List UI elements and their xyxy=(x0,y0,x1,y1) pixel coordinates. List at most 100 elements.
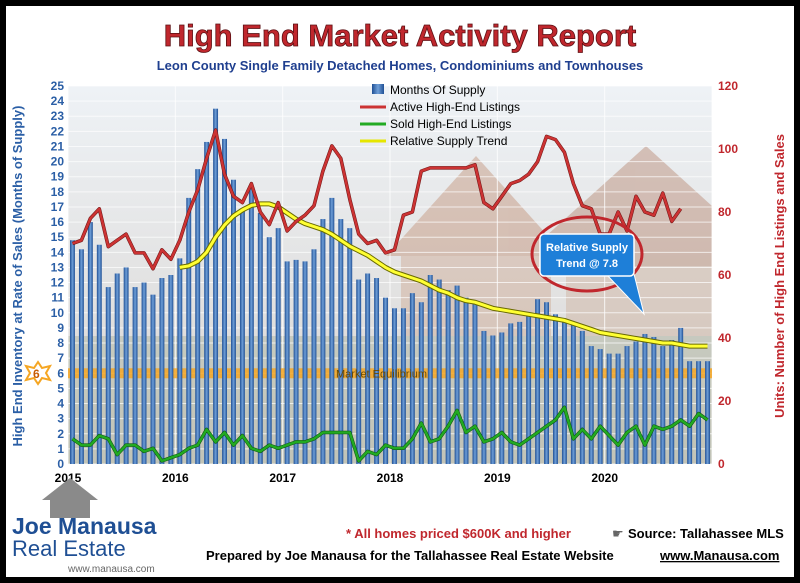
bar-months-of-supply xyxy=(186,197,192,464)
left-tick-label: 21 xyxy=(51,139,65,153)
left-tick-label: 12 xyxy=(51,276,65,290)
right-tick-label: 0 xyxy=(718,457,725,471)
bar-months-of-supply xyxy=(570,324,576,464)
bar-months-of-supply xyxy=(660,346,666,464)
left-tick-label: 15 xyxy=(51,230,65,244)
bar-months-of-supply xyxy=(123,267,129,464)
footer-note: * All homes priced $600K and higher xyxy=(346,526,571,541)
x-tick-label: 2019 xyxy=(484,471,511,485)
equilibrium-band xyxy=(68,368,712,379)
bar-months-of-supply xyxy=(132,287,138,464)
bar-months-of-supply xyxy=(329,197,335,464)
bar-months-of-supply xyxy=(293,259,299,464)
equilibrium-marker: 6 xyxy=(23,360,53,386)
bar-months-of-supply xyxy=(606,353,612,464)
left-tick-label: 22 xyxy=(51,124,65,138)
bar-months-of-supply xyxy=(374,278,380,464)
bar-months-of-supply xyxy=(561,321,567,464)
bar-months-of-supply xyxy=(553,314,558,464)
bar-months-of-supply xyxy=(284,261,290,464)
left-tick-label: 11 xyxy=(51,291,64,305)
bar-months-of-supply xyxy=(105,287,111,464)
bar-months-of-supply xyxy=(204,141,210,464)
bar-months-of-supply xyxy=(222,138,227,465)
bar-months-of-supply xyxy=(311,249,317,464)
bar-months-of-supply xyxy=(177,258,183,464)
bar-months-of-supply xyxy=(615,353,621,464)
bar-months-of-supply xyxy=(472,300,478,464)
left-tick-label: 3 xyxy=(57,412,64,426)
y-axis-left-label: High End Inventory at Rate of Sales (Mon… xyxy=(10,106,25,447)
annotation-line2: Trend @ 7.8 xyxy=(556,258,618,270)
bar-months-of-supply xyxy=(633,341,639,464)
hand-icon: ☛ xyxy=(612,527,624,542)
legend-swatch-supply xyxy=(372,84,384,94)
line-sold-listings xyxy=(71,406,709,463)
lines-group xyxy=(71,128,709,463)
right-axis: 0 20 40 60 80 100 120 xyxy=(718,79,738,471)
left-tick-label: 18 xyxy=(51,185,65,199)
annotation-line1: Relative Supply xyxy=(546,242,629,254)
bar-months-of-supply xyxy=(392,308,397,464)
bar-months-of-supply xyxy=(78,249,84,464)
annotation-box xyxy=(539,233,635,277)
bar-months-of-supply xyxy=(588,346,594,464)
trend-annotation: Relative Supply Trend @ 7.8 xyxy=(530,215,645,316)
bar-months-of-supply xyxy=(678,327,684,464)
bars-group xyxy=(70,108,710,465)
logo-house-body xyxy=(50,500,90,518)
bar-months-of-supply xyxy=(642,333,648,464)
bar-months-of-supply xyxy=(535,299,541,464)
left-tick-label: 16 xyxy=(51,215,65,229)
chart-svg: Market Equilibrium 012345678910111213141… xyxy=(10,18,787,575)
bar-months-of-supply xyxy=(213,108,219,465)
x-tick-label: 2020 xyxy=(591,471,618,485)
bar-months-of-supply xyxy=(409,293,415,464)
bar-months-of-supply xyxy=(454,285,460,464)
right-tick-label: 80 xyxy=(718,205,732,219)
footer-prepared: Prepared by Joe Manausa for the Tallahas… xyxy=(206,548,614,563)
bar-months-of-supply xyxy=(114,273,120,464)
bar-months-of-supply xyxy=(669,340,675,464)
bar-months-of-supply xyxy=(526,314,532,464)
bar-months-of-supply xyxy=(320,219,326,464)
x-tick-label: 2016 xyxy=(162,471,189,485)
logo-line1: Joe Manausa xyxy=(12,513,157,539)
left-tick-label: 17 xyxy=(51,200,65,214)
left-tick-label: 2 xyxy=(57,427,64,441)
bar-months-of-supply xyxy=(427,275,433,464)
bar-months-of-supply xyxy=(544,302,549,464)
bar-months-of-supply xyxy=(257,213,263,464)
legend: Months Of Supply Active High-End Listing… xyxy=(360,83,520,148)
logo: Joe Manausa Real Estate www.manausa.com xyxy=(12,478,157,575)
chart-title: High End Market Activity Report xyxy=(164,18,637,53)
left-tick-label: 0 xyxy=(57,457,64,471)
bar-months-of-supply xyxy=(239,209,245,464)
bar-months-of-supply xyxy=(499,332,505,464)
bar-months-of-supply xyxy=(490,335,496,464)
legend-label-sold: Sold High-End Listings xyxy=(390,117,511,131)
bar-months-of-supply xyxy=(517,321,523,464)
bar-months-of-supply xyxy=(383,297,388,464)
footer-url[interactable]: www.Manausa.com xyxy=(659,548,779,563)
bar-months-of-supply xyxy=(347,228,353,464)
left-tick-label: 20 xyxy=(51,155,65,169)
left-tick-label: 10 xyxy=(51,306,65,320)
bar-months-of-supply xyxy=(195,169,201,464)
bar-months-of-supply xyxy=(687,361,693,464)
bar-months-of-supply xyxy=(338,219,344,464)
legend-label-supply: Months Of Supply xyxy=(390,83,485,97)
bar-months-of-supply xyxy=(579,330,585,464)
left-tick-label: 6 xyxy=(57,366,64,380)
x-axis: 2015 2016 2017 2018 2019 2020 xyxy=(55,471,619,485)
bar-months-of-supply xyxy=(400,308,406,464)
equilibrium-marker-value: 6 xyxy=(33,367,40,381)
bar-months-of-supply xyxy=(275,228,281,464)
bar-months-of-supply xyxy=(248,188,254,465)
legend-label-trend: Relative Supply Trend xyxy=(390,134,507,148)
logo-line2: Real Estate xyxy=(12,536,126,561)
bar-months-of-supply xyxy=(168,275,174,464)
left-tick-label: 7 xyxy=(57,351,64,365)
bar-months-of-supply xyxy=(418,302,424,464)
x-tick-label: 2018 xyxy=(377,471,404,485)
